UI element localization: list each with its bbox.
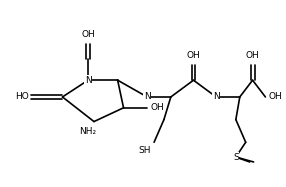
- Text: N: N: [85, 76, 92, 85]
- Text: NH₂: NH₂: [80, 126, 97, 136]
- Text: N: N: [144, 92, 150, 102]
- Text: SH: SH: [139, 146, 151, 155]
- Text: OH: OH: [150, 103, 164, 112]
- Text: OH: OH: [268, 92, 282, 102]
- Text: OH: OH: [186, 51, 200, 61]
- Text: OH: OH: [246, 51, 259, 61]
- Text: N: N: [213, 92, 220, 102]
- Text: OH: OH: [81, 30, 95, 39]
- Text: S: S: [233, 153, 239, 162]
- Text: HO: HO: [15, 92, 29, 102]
